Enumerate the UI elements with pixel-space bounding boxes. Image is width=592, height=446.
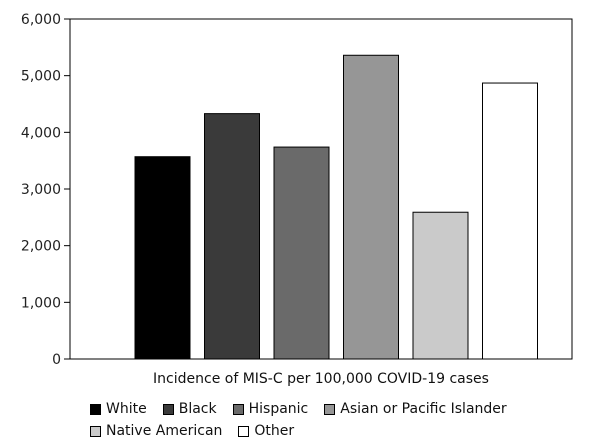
y-tick-label: 0 (52, 352, 61, 368)
bars (134, 54, 538, 360)
legend-swatch (90, 403, 101, 415)
bar-asian-or-pacific-islander (343, 54, 399, 360)
y-tick-label: 4,000 (21, 125, 61, 141)
legend-label: Asian or Pacific Islander (340, 401, 507, 417)
legend-item: Black (162, 400, 217, 418)
legend-label: White (106, 401, 147, 417)
axes (69, 18, 573, 360)
y-tick-label: 5,000 (21, 69, 61, 85)
legend-item: Native American (90, 422, 222, 440)
legend-item: Hispanic (232, 400, 309, 418)
y-tick-label: 6,000 (21, 12, 61, 28)
bar-black (204, 113, 260, 360)
legend-swatch (324, 403, 336, 415)
y-axis-ticks: 0 1,000 2,000 3,000 4,000 5,000 6,000 (21, 12, 70, 368)
bar-native-american (412, 211, 469, 360)
y-tick-label: 2,000 (21, 239, 61, 255)
y-tick-label: 1,000 (21, 295, 61, 311)
legend: White Black Hispanic Asian or Pacific Islan… (90, 400, 590, 440)
legend-label: Other (254, 423, 295, 439)
legend-item: Asian or Pacific Islander (324, 400, 507, 418)
legend-label: Black (178, 401, 217, 417)
legend-swatch (90, 425, 101, 437)
plot-frame (69, 18, 573, 360)
legend-swatch (238, 425, 250, 437)
bar-white (134, 156, 191, 360)
legend-swatch (232, 403, 244, 415)
legend-item: Other (238, 422, 294, 440)
legend-swatch (162, 403, 174, 415)
legend-label: Native American (106, 423, 223, 439)
bar-chart: 0 1,000 2,000 3,000 4,000 5,000 6,000 Incidenc… (21, 12, 573, 387)
bar-hispanic (273, 146, 330, 360)
legend-item: White (90, 400, 147, 418)
x-axis-title: Incidence of MIS-C per 100,000 COVID-19 … (153, 371, 489, 387)
legend-label: Hispanic (248, 401, 309, 417)
y-tick-label: 3,000 (21, 182, 61, 198)
bar-other (482, 82, 538, 360)
